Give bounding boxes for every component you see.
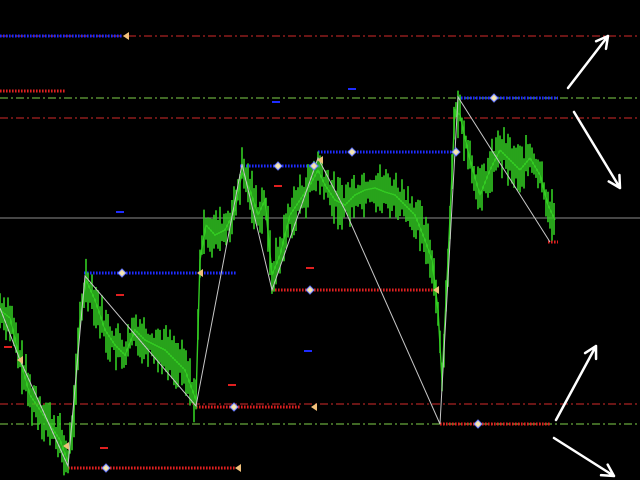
diamond-marker-2 [309, 161, 319, 171]
diamond-marker-0 [117, 268, 127, 278]
zigzag-line [0, 95, 551, 468]
diamond-marker-6 [305, 285, 315, 295]
price-series [0, 90, 556, 476]
triangle-marker-4 [311, 403, 317, 411]
arrow-3 [552, 436, 616, 478]
triangle-marker-5 [235, 464, 241, 472]
diamond-marker-9 [101, 463, 111, 473]
short-dashes [4, 88, 356, 449]
diamond-marker-5 [489, 93, 499, 103]
diamond-marker-4 [451, 147, 461, 157]
horizontal-lines [0, 35, 640, 425]
diamond-marker-7 [229, 402, 239, 412]
arrow-0 [566, 34, 610, 90]
level-segments [0, 34, 558, 470]
zigzag-series [0, 95, 551, 468]
arrow-1 [572, 110, 622, 190]
arrow-2 [554, 344, 598, 422]
triangle-marker-0 [123, 32, 129, 40]
price-bars [0, 90, 555, 476]
markers [17, 32, 499, 473]
triangle-marker-6 [17, 356, 23, 364]
arrows [552, 34, 622, 478]
diamond-marker-3 [347, 147, 357, 157]
diamond-marker-1 [273, 161, 283, 171]
triangle-marker-3 [433, 286, 439, 294]
triangle-marker-1 [197, 269, 203, 277]
diamond-marker-8 [473, 419, 483, 429]
triangle-marker-7 [63, 442, 69, 450]
triangle-marker-2 [317, 156, 323, 164]
